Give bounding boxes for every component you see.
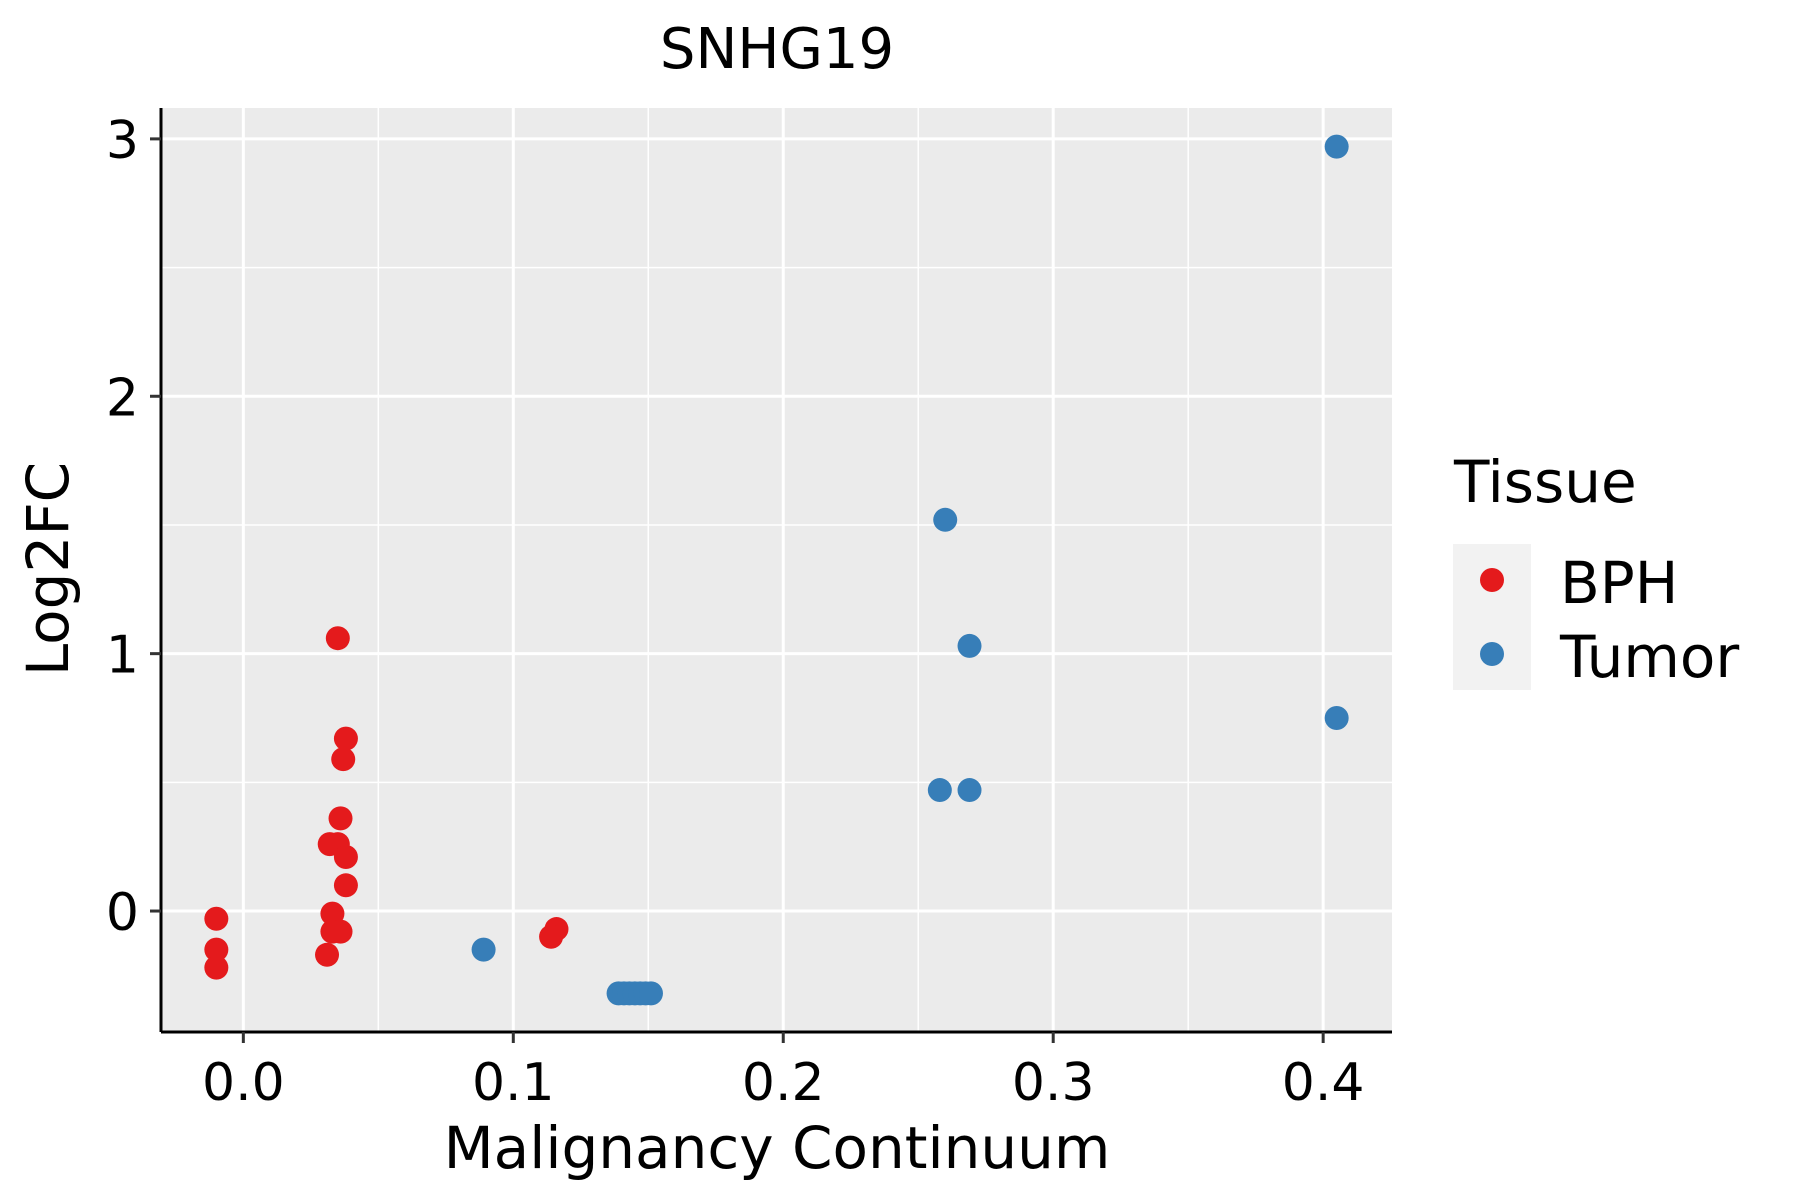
data-points	[204, 134, 1349, 1006]
data-point-tumor	[1324, 134, 1349, 159]
tick-labels: 0.0 0.1 0.2 0.3 0.4 0 1 2 3	[106, 111, 1365, 1113]
legend-label-tumor: Tumor	[1559, 623, 1739, 691]
x-tick-label: 0.1	[472, 1053, 555, 1113]
data-point-bph	[204, 955, 229, 980]
y-tick-label: 3	[106, 111, 139, 171]
chart-title: SNHG19	[660, 17, 894, 82]
x-tick-label: 0.3	[1012, 1053, 1095, 1113]
data-point-tumor	[957, 633, 982, 658]
x-tick-label: 0.0	[202, 1053, 285, 1113]
data-point-tumor	[1324, 705, 1349, 730]
x-tick-label: 0.4	[1282, 1053, 1365, 1113]
data-point-bph	[333, 726, 358, 751]
data-point-bph	[315, 942, 340, 967]
data-point-bph	[325, 626, 350, 651]
data-point-bph	[328, 919, 353, 944]
data-point-tumor	[638, 981, 663, 1006]
y-tick-label: 2	[106, 368, 139, 428]
data-point-bph	[333, 873, 358, 898]
data-point-bph	[204, 937, 229, 962]
plot-panel	[161, 108, 1392, 1032]
data-point-bph	[333, 844, 358, 869]
legend-key-bph	[1480, 568, 1504, 592]
grid-lines	[161, 108, 1392, 1032]
data-point-tumor	[471, 937, 496, 962]
legend-key-tumor	[1480, 642, 1504, 666]
axes	[150, 108, 1392, 1043]
y-axis-label: Log2FC	[14, 462, 82, 676]
data-point-bph	[320, 901, 345, 926]
data-point-tumor	[927, 778, 952, 803]
data-point-tumor	[933, 507, 958, 532]
data-point-bph	[331, 747, 356, 772]
x-axis-label: Malignancy Continuum	[444, 1114, 1111, 1182]
data-point-tumor	[957, 778, 982, 803]
x-tick-label: 0.2	[742, 1053, 825, 1113]
legend-label-bph: BPH	[1560, 549, 1678, 617]
y-tick-label: 0	[106, 883, 139, 943]
legend-title: Tissue	[1453, 448, 1637, 516]
legend: Tissue BPH Tumor	[1453, 448, 1739, 691]
data-point-bph	[328, 806, 353, 831]
data-point-bph	[539, 924, 564, 949]
y-tick-label: 1	[106, 626, 139, 686]
data-point-bph	[204, 906, 229, 931]
legend-key-background	[1453, 544, 1531, 690]
